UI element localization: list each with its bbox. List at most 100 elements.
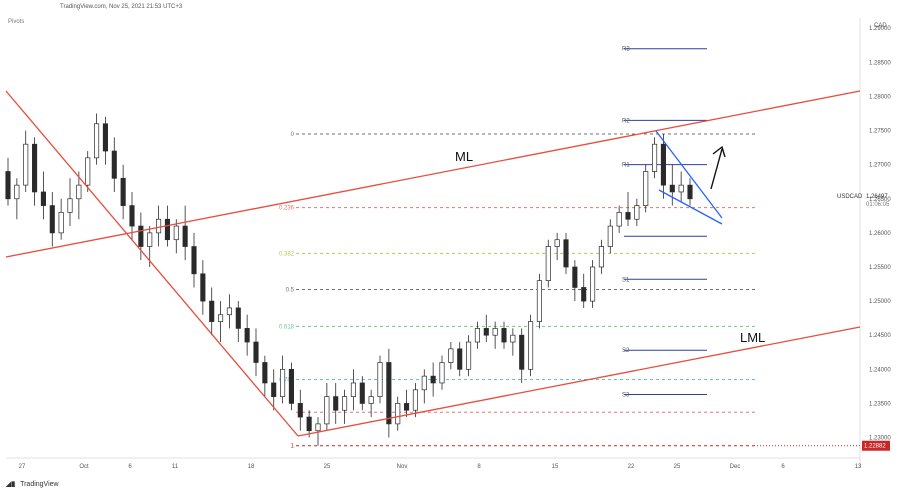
pivot-label: S3 [622, 393, 630, 399]
price-tick-label: 1.24500 [869, 333, 891, 339]
candle-body [5, 171, 11, 200]
candle-body [678, 184, 684, 193]
candle-body [359, 382, 365, 404]
candle-body [483, 328, 489, 336]
candle-body [235, 307, 241, 329]
fib-level-label: 0.236 [279, 206, 295, 212]
low-price-badge [862, 440, 890, 451]
annotation-lml: LML [740, 330, 765, 345]
time-tick-label: Dec [730, 464, 741, 470]
candle-body [528, 321, 534, 370]
annotation-ml: ML [455, 149, 473, 164]
candle-body [563, 239, 569, 268]
candle-body [466, 341, 472, 370]
candle-body [439, 362, 445, 384]
time-tick-label: 15 [552, 464, 559, 470]
candle-body [625, 212, 631, 220]
candle-body [430, 375, 436, 384]
time-tick-label: 6 [128, 464, 132, 470]
candle-body [40, 191, 46, 206]
candle-body [14, 184, 20, 200]
candle-body [643, 171, 649, 206]
candle-body [536, 280, 542, 322]
candle-body [156, 218, 162, 234]
currency-label: CAD [874, 23, 887, 29]
symbol-label: USDCAD [837, 194, 863, 200]
candle-body [271, 382, 277, 397]
candle-body [173, 225, 179, 241]
pivot-label: R1 [622, 163, 630, 169]
last-price-label: 1.26497 [866, 194, 888, 200]
tradingview-logo-icon: ◢▮ [6, 481, 16, 488]
candle-body [288, 368, 294, 404]
candle-body [377, 362, 383, 397]
footer: ◢▮ TradingView [6, 480, 59, 488]
candle-body [333, 396, 339, 411]
wedge-upper-line [655, 130, 723, 219]
time-tick-label: 11 [172, 464, 179, 470]
candle-body [244, 328, 250, 343]
price-tick-label: 1.25500 [869, 265, 891, 271]
candle-body [669, 184, 675, 193]
candle-body [386, 362, 392, 425]
indicator-label: Pivots [8, 19, 25, 25]
lower-median-line-lml [297, 326, 861, 437]
candle-body [147, 232, 153, 247]
price-tick-label: 1.27000 [869, 163, 891, 169]
candle-body [129, 205, 135, 227]
candle-body [111, 150, 117, 179]
candle-body [412, 389, 418, 411]
breakout-arrow-icon [710, 148, 723, 190]
candle-body [280, 368, 286, 397]
candle-body [581, 287, 587, 302]
price-tick-label: 1.24000 [869, 367, 891, 373]
candle-body [209, 300, 215, 322]
candle-body [32, 143, 38, 193]
candle-body [474, 328, 480, 343]
candle-body [590, 266, 596, 302]
pivot-label: R3 [622, 47, 630, 53]
pivot-label: S2 [622, 348, 630, 354]
candle-body [23, 143, 29, 186]
candle-body [218, 314, 224, 322]
fib-level-label: 1 [291, 444, 295, 450]
candle-body [660, 143, 666, 186]
candle-body [94, 123, 100, 159]
candle-body [545, 246, 551, 281]
candle-body [58, 212, 64, 234]
candle-body [368, 396, 374, 404]
median-line-ml [5, 90, 861, 258]
price-tick-label: 1.23000 [869, 436, 891, 442]
time-tick-label: 13 [855, 464, 862, 470]
time-tick-label: 22 [628, 464, 635, 470]
candle-body [598, 246, 604, 268]
candle-body [253, 341, 259, 363]
candle-body [49, 205, 55, 234]
candle-body [297, 403, 303, 418]
price-tick-label: 1.27500 [869, 129, 891, 135]
time-tick-label: 27 [19, 464, 26, 470]
candle-body [200, 273, 206, 302]
time-tick-label: 6 [781, 464, 785, 470]
candle-body [607, 225, 613, 247]
price-tick-label: 1.26000 [869, 231, 891, 237]
time-tick-label: 18 [248, 464, 255, 470]
pivot-label: R2 [622, 118, 630, 124]
candle-body [510, 334, 516, 343]
candle-body [120, 177, 126, 206]
candle-body [616, 212, 622, 227]
candle-body [315, 423, 321, 432]
price-tick-label: 1.29000 [869, 26, 891, 32]
candle-body [182, 225, 188, 247]
candle-body [572, 266, 578, 288]
time-tick-label: Nov [397, 464, 408, 470]
fib-level-label: 0 [291, 132, 295, 138]
fib-level-label: 0.382 [279, 251, 295, 257]
candle-body [492, 328, 498, 336]
price-tick-label: 1.23500 [869, 401, 891, 407]
price-tick-label: 1.25000 [869, 299, 891, 305]
candle-body [687, 184, 693, 200]
fib-level-label: 0.5 [286, 288, 295, 294]
